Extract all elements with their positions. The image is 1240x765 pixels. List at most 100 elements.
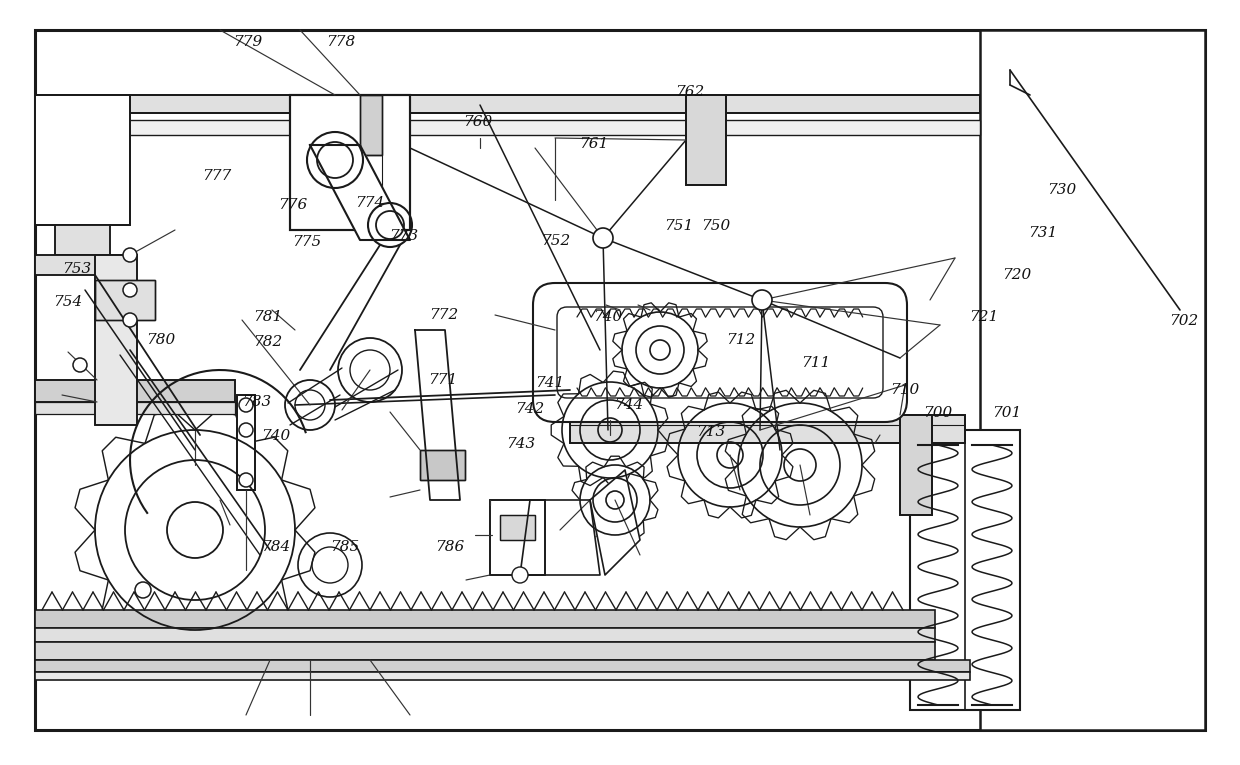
Bar: [500, 515, 534, 540]
Bar: [980, 30, 1205, 730]
Text: 779: 779: [233, 35, 263, 49]
Text: 741: 741: [534, 376, 564, 389]
Bar: [35, 120, 980, 135]
Text: 720: 720: [1002, 269, 1032, 282]
Bar: [35, 402, 236, 414]
FancyBboxPatch shape: [533, 283, 906, 422]
Bar: [35, 660, 970, 672]
Text: 752: 752: [541, 234, 570, 248]
Bar: [35, 672, 970, 680]
Bar: [360, 95, 382, 155]
Bar: [490, 500, 546, 575]
Text: 784: 784: [260, 540, 290, 554]
Text: 743: 743: [506, 437, 536, 451]
Text: 778: 778: [326, 35, 356, 49]
Bar: [570, 415, 965, 443]
Text: 775: 775: [291, 235, 321, 249]
Text: 740: 740: [593, 311, 622, 324]
Bar: [420, 450, 465, 480]
Bar: [35, 380, 236, 402]
Circle shape: [135, 582, 151, 598]
Bar: [35, 610, 935, 628]
Text: 760: 760: [463, 116, 492, 129]
Text: 783: 783: [242, 395, 272, 409]
Bar: [95, 255, 136, 425]
Text: 776: 776: [278, 198, 308, 212]
Bar: [35, 95, 130, 225]
Bar: [35, 95, 980, 113]
Bar: [55, 225, 110, 255]
Text: 754: 754: [53, 295, 83, 309]
Text: 750: 750: [701, 219, 730, 233]
Text: 711: 711: [801, 356, 831, 370]
Circle shape: [239, 473, 253, 487]
Text: 772: 772: [429, 308, 459, 322]
Text: 701: 701: [992, 406, 1022, 420]
Text: 781: 781: [253, 311, 283, 324]
Text: 782: 782: [253, 335, 283, 349]
Text: 700: 700: [923, 406, 952, 420]
Bar: [490, 500, 546, 575]
Bar: [95, 255, 136, 425]
Bar: [570, 415, 965, 443]
Text: 730: 730: [1047, 183, 1076, 197]
Polygon shape: [590, 470, 640, 575]
Bar: [900, 415, 932, 515]
Bar: [237, 395, 255, 490]
Text: 774: 774: [355, 196, 384, 210]
Text: 744: 744: [614, 399, 644, 412]
Text: 780: 780: [146, 334, 176, 347]
Text: 786: 786: [435, 540, 465, 554]
Text: 761: 761: [579, 137, 609, 151]
Text: 762: 762: [675, 85, 704, 99]
Circle shape: [239, 398, 253, 412]
Circle shape: [123, 283, 136, 297]
Bar: [290, 95, 410, 230]
Polygon shape: [415, 330, 460, 500]
Bar: [95, 280, 155, 320]
Bar: [910, 430, 1021, 710]
Circle shape: [512, 567, 528, 583]
Bar: [360, 155, 382, 195]
Bar: [35, 95, 980, 113]
Bar: [686, 95, 725, 185]
Bar: [35, 255, 130, 275]
Text: 771: 771: [428, 373, 458, 387]
Text: 712: 712: [725, 334, 755, 347]
Polygon shape: [520, 500, 600, 575]
Bar: [686, 95, 725, 185]
Bar: [360, 95, 382, 155]
Text: 773: 773: [389, 229, 419, 243]
FancyBboxPatch shape: [557, 307, 883, 398]
Text: 740: 740: [260, 429, 290, 443]
Bar: [420, 450, 465, 480]
Bar: [500, 515, 534, 540]
Text: 742: 742: [515, 402, 544, 416]
Bar: [900, 415, 932, 515]
Bar: [95, 280, 155, 320]
Circle shape: [593, 228, 613, 248]
Text: 785: 785: [330, 540, 360, 554]
Circle shape: [73, 358, 87, 372]
Circle shape: [123, 248, 136, 262]
Text: 702: 702: [1169, 314, 1199, 328]
Text: 753: 753: [62, 262, 92, 276]
Bar: [35, 642, 935, 660]
Bar: [35, 628, 935, 642]
Bar: [55, 225, 110, 255]
Bar: [290, 95, 410, 230]
Text: 731: 731: [1028, 226, 1058, 240]
Text: 713: 713: [696, 425, 725, 439]
Bar: [35, 255, 130, 275]
Text: 721: 721: [968, 311, 998, 324]
Text: 710: 710: [890, 383, 920, 397]
Polygon shape: [310, 145, 410, 240]
Circle shape: [123, 313, 136, 327]
Bar: [35, 380, 236, 402]
Circle shape: [239, 423, 253, 437]
Bar: [237, 395, 255, 490]
Bar: [35, 95, 130, 225]
Text: 751: 751: [663, 219, 693, 233]
Text: 777: 777: [202, 169, 232, 183]
Circle shape: [751, 290, 773, 310]
